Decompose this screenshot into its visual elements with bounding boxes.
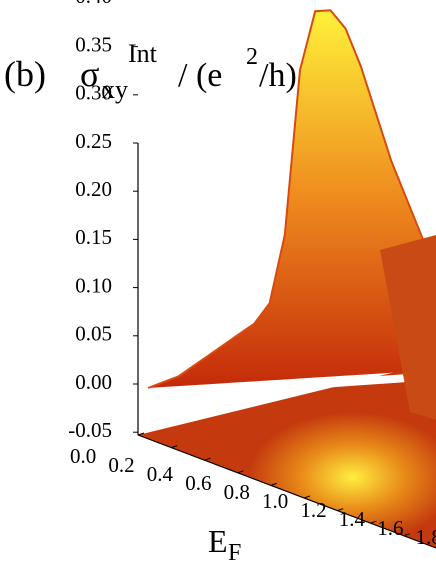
x-tick-label: 1.4 bbox=[339, 507, 366, 531]
z-tick-label: 0.35 bbox=[75, 32, 112, 56]
x-tick bbox=[370, 520, 377, 524]
x-tick bbox=[303, 495, 311, 499]
title-superscript: Int bbox=[128, 39, 158, 68]
x-tick-label: 0.2 bbox=[108, 453, 134, 477]
title-symbol: σ bbox=[80, 54, 99, 94]
title-units-superscript: 2 bbox=[246, 44, 258, 70]
x-axis bbox=[137, 434, 436, 549]
gap-strip bbox=[150, 372, 436, 400]
z-tick-label: 0.00 bbox=[75, 370, 112, 394]
x-tick bbox=[204, 457, 211, 461]
x-tick-label: 1.0 bbox=[262, 489, 288, 513]
surface-edge bbox=[147, 9, 436, 389]
x-tick bbox=[403, 533, 410, 537]
z-tick-label: -0.05 bbox=[68, 418, 112, 442]
title-subscript: xy bbox=[102, 75, 128, 104]
z-tick-label: 0.40 bbox=[75, 0, 112, 8]
x-tick-label: 0.0 bbox=[70, 444, 96, 468]
x-tick-label: 0.4 bbox=[147, 462, 174, 486]
floor bbox=[138, 362, 436, 548]
x-axis-label: E bbox=[208, 523, 228, 559]
x-tick bbox=[237, 470, 244, 474]
title-label: (b) bbox=[4, 54, 46, 94]
x-axis-label-subscript: F bbox=[228, 540, 241, 564]
x-tick-label: 1.2 bbox=[300, 498, 326, 522]
title-units: / (e bbox=[178, 57, 222, 94]
x-tick bbox=[270, 482, 277, 486]
z-tick-label: 0.05 bbox=[75, 322, 112, 346]
x-tick-label: 0.8 bbox=[224, 480, 250, 504]
z-tick-label: 0.30 bbox=[75, 81, 112, 105]
z-tick-label: 0.10 bbox=[75, 273, 112, 297]
z-tick-label: 0.20 bbox=[75, 177, 112, 201]
x-tick-label: 1.8 bbox=[416, 525, 436, 549]
x-tick-label: 1.6 bbox=[377, 516, 403, 540]
x-tick bbox=[171, 445, 178, 449]
chart-title: (b) σ xy Int / (e 2 /h) bbox=[4, 39, 297, 104]
title-units-end: /h) bbox=[259, 57, 297, 94]
surface-fill bbox=[148, 10, 436, 388]
x-tick bbox=[337, 508, 344, 512]
x-tick bbox=[137, 432, 145, 436]
surface-wall bbox=[380, 235, 436, 420]
z-tick-label: 0.15 bbox=[75, 225, 112, 249]
x-tick-label: 0.6 bbox=[185, 471, 211, 495]
z-tick-label: 0.25 bbox=[75, 129, 112, 153]
